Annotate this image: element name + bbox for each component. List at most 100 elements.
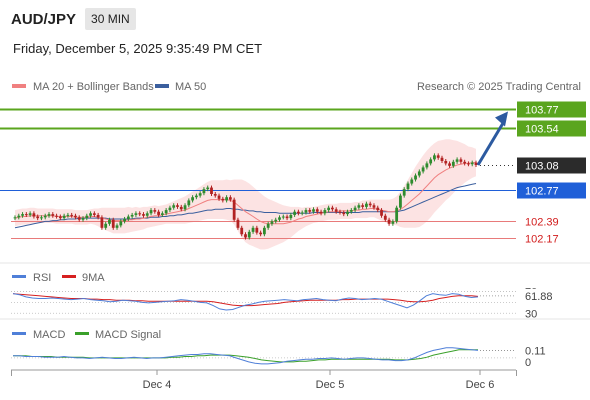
candle-body [285, 216, 289, 219]
candle-body [433, 155, 436, 160]
level-label-support: 102.39 [525, 217, 559, 229]
candle-body [429, 159, 433, 164]
candle-body [66, 214, 70, 216]
candle-body [134, 213, 138, 215]
candle-body [444, 161, 448, 164]
candle-body [191, 197, 194, 201]
level-label-target: 103.54 [525, 124, 559, 136]
candle-body [270, 221, 274, 224]
candle-body [153, 210, 157, 212]
candle-body [58, 216, 62, 219]
candle-body [89, 213, 92, 216]
candle-body [85, 215, 89, 219]
projection-arrow-shaft [476, 120, 506, 166]
level-label-bg-target [517, 120, 586, 137]
timeframe-badge[interactable]: 30 MIN [85, 8, 136, 30]
candle-body [338, 211, 342, 213]
chart-datetime: Friday, December 5, 2025 9:35:49 PM CET [13, 41, 263, 56]
candle-body [24, 214, 28, 216]
candle-body [138, 213, 142, 215]
candle-body [240, 227, 244, 235]
candle-body [380, 210, 383, 216]
candle-body [123, 218, 126, 222]
candle-body [74, 215, 77, 218]
candle-body [300, 212, 304, 214]
candle-body [470, 162, 474, 165]
candle-body [194, 195, 198, 198]
legend-swatch-macd-signal [75, 332, 89, 335]
level-label-bg-pivot [517, 182, 586, 199]
candle-body [77, 217, 81, 220]
candle-body [349, 210, 353, 212]
candle-body [383, 215, 387, 220]
candle-body [342, 212, 346, 215]
candle-body [463, 161, 467, 164]
candle-body [421, 167, 425, 172]
candle-body [334, 209, 338, 212]
candle-body [28, 213, 32, 215]
candle-body [319, 211, 323, 214]
candle-body [172, 205, 176, 208]
candle-body [368, 203, 372, 206]
rsi-current-label-bg [519, 288, 559, 303]
legend-label-ma20: MA 20 + Bollinger Bands [33, 81, 154, 93]
candle-body [308, 210, 312, 212]
candle-body [96, 214, 100, 218]
candle-body [21, 214, 24, 216]
candle-body [108, 219, 111, 224]
candle-body [346, 211, 349, 215]
time-axis-label: Dec 4 [143, 379, 172, 391]
time-axis-label: Dec 6 [466, 379, 495, 391]
candle-body [149, 210, 153, 214]
candle-body [32, 213, 36, 217]
candle-body [331, 207, 334, 210]
candle-body [51, 214, 55, 216]
candle-body [312, 209, 315, 212]
rsi-tick-30: 30 [525, 308, 537, 320]
candle-body [274, 219, 278, 222]
candle-body [323, 210, 327, 214]
candle-body [236, 219, 240, 228]
candle-body [43, 215, 47, 218]
candle-body [395, 207, 399, 222]
candle-body [361, 205, 365, 207]
candle-body [17, 215, 21, 218]
candle-body [474, 162, 478, 166]
candle-body [244, 234, 247, 238]
candle-body [406, 183, 410, 190]
macd-line [13, 347, 479, 365]
legend-swatch-rsi [12, 275, 26, 278]
candle-body [160, 213, 164, 215]
candle-body [198, 193, 202, 196]
candle-body [145, 213, 149, 216]
legend-swatch-macd [12, 332, 26, 335]
candle-body [455, 159, 459, 162]
candle-body [47, 214, 51, 216]
candle-body [448, 163, 451, 166]
candle-body [157, 211, 160, 215]
level-label-bg-last [517, 157, 586, 174]
candle-body [304, 210, 308, 213]
candle-body [293, 211, 297, 215]
candle-body [425, 163, 429, 168]
candle-body [259, 232, 263, 235]
candle-body [130, 214, 134, 217]
candle-body [206, 187, 210, 190]
level-label-last: 103.08 [525, 161, 559, 173]
candle-body [414, 175, 417, 180]
candle-body [187, 200, 191, 206]
candle-body [228, 197, 232, 200]
candle-body [55, 215, 58, 217]
macd-tick-0: 0 [525, 357, 531, 369]
candle-body [232, 199, 236, 220]
candle-body [13, 217, 17, 219]
candle-body [164, 210, 168, 214]
candle-body [281, 216, 285, 218]
candle-body [353, 207, 357, 211]
candle-body [210, 187, 213, 194]
candle-body [459, 159, 463, 162]
candle-body [115, 225, 119, 228]
candle-body [183, 205, 187, 210]
candle-body [315, 209, 319, 212]
candle-body [467, 163, 470, 165]
